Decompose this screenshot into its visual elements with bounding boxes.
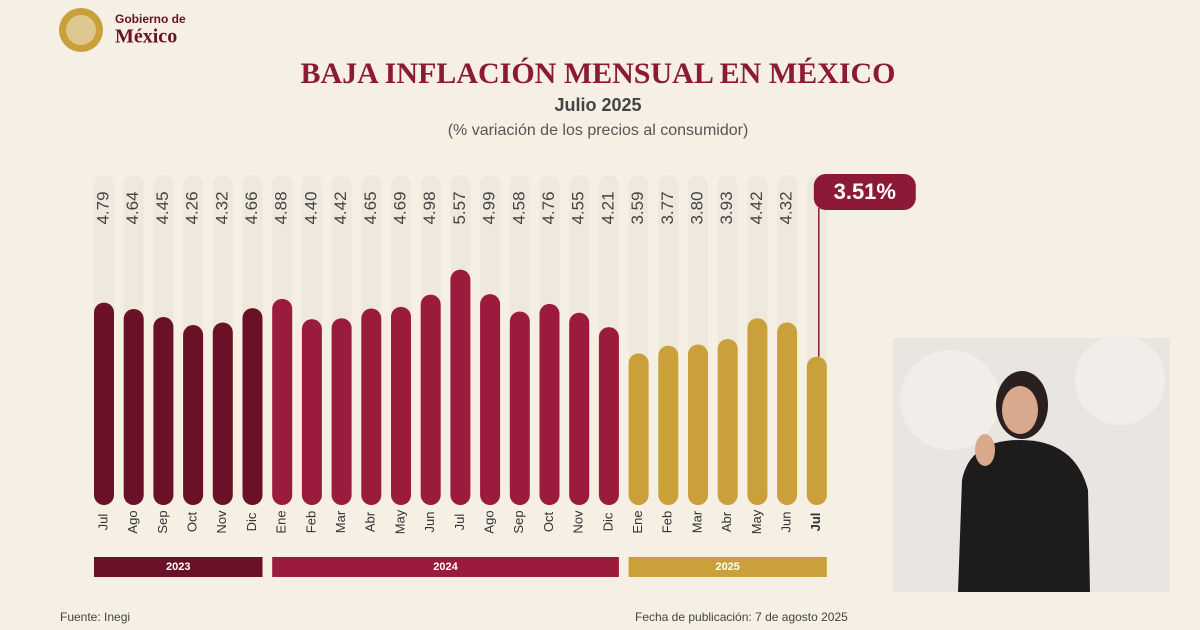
bar	[361, 308, 382, 505]
x-tick-label: May	[749, 509, 764, 534]
bar	[301, 319, 322, 505]
value-label: 4.55	[569, 191, 588, 224]
logo-text: Gobierno de	[115, 12, 186, 26]
bar	[391, 306, 411, 505]
x-tick-label: Abr	[719, 511, 734, 532]
bar	[747, 318, 768, 505]
bar	[509, 311, 530, 505]
x-tick-label: Dic	[244, 512, 259, 531]
x-tick-label: Ene	[630, 510, 645, 533]
x-tick-label: Jul	[808, 513, 823, 532]
value-label: 4.42	[331, 191, 350, 224]
value-label: 4.65	[361, 191, 380, 224]
value-label: 4.99	[480, 191, 499, 224]
x-tick-label: Feb	[303, 511, 318, 533]
bar	[628, 353, 649, 505]
x-tick-label: Ene	[274, 510, 289, 533]
x-tick-label: Abr	[363, 511, 378, 532]
x-tick-label: Ago	[125, 510, 140, 533]
x-tick-label: Jun	[422, 512, 437, 533]
value-label: 4.58	[509, 191, 528, 224]
value-label: 4.64	[123, 191, 142, 224]
bar	[242, 308, 263, 505]
value-label: 4.69	[390, 191, 409, 224]
value-label: 3.77	[658, 191, 677, 224]
x-tick-label: Dic	[600, 512, 615, 531]
value-label: 4.45	[153, 191, 172, 224]
value-label: 4.40	[301, 191, 320, 224]
year-label: 2025	[715, 561, 739, 573]
x-tick-label: Sep	[511, 510, 526, 533]
value-label: 3.51%	[834, 179, 896, 204]
interpreter-face	[1002, 386, 1038, 434]
logo-text: México	[115, 26, 177, 48]
bar	[569, 312, 590, 505]
bar	[688, 344, 708, 505]
bar	[806, 356, 827, 505]
x-tick-label: Jul	[452, 514, 467, 531]
x-tick-label: Nov	[214, 510, 229, 534]
bar	[123, 308, 144, 505]
value-label: 4.98	[420, 191, 439, 224]
bar	[212, 322, 233, 505]
callout-badge	[813, 174, 916, 210]
x-tick-label: Ago	[482, 510, 497, 533]
value-label: 4.79	[93, 191, 112, 224]
bar	[539, 303, 560, 505]
chart-title: BAJA INFLACIÓN MENSUAL EN MÉXICO	[300, 57, 895, 90]
bar	[450, 269, 471, 505]
year-label: 2023	[166, 561, 190, 573]
year-band	[272, 557, 619, 577]
year-band	[628, 557, 827, 577]
value-label: 4.32	[212, 191, 231, 224]
x-tick-label: Mar	[333, 510, 348, 533]
x-tick-label: Oct	[185, 512, 200, 533]
x-tick-label: Jun	[779, 512, 794, 533]
bar	[94, 302, 114, 505]
value-label: 3.59	[628, 191, 647, 224]
bar	[183, 325, 204, 505]
bar	[153, 316, 174, 505]
x-tick-label: May	[392, 509, 407, 534]
value-label: 4.42	[747, 191, 766, 224]
value-label: 3.80	[687, 191, 706, 224]
bar	[658, 345, 679, 505]
interpreter-hand	[975, 434, 995, 466]
source: Fuente: Inegi	[60, 610, 130, 624]
bar	[777, 322, 798, 505]
bar	[420, 294, 441, 505]
bar	[480, 294, 501, 505]
logo-inner	[66, 15, 96, 45]
year-label: 2024	[433, 561, 458, 573]
value-label: 3.93	[717, 191, 736, 224]
bar	[272, 298, 293, 505]
x-tick-label: Feb	[660, 511, 675, 533]
value-label: 4.76	[539, 191, 558, 224]
bar	[717, 338, 738, 505]
chart-subtitle: Julio 2025	[554, 95, 641, 115]
unit-note: (% variación de los precios al consumido…	[448, 122, 749, 139]
bar	[598, 327, 619, 505]
x-tick-label: Oct	[541, 512, 556, 533]
value-label: 4.66	[242, 191, 261, 224]
value-label: 4.26	[183, 191, 202, 224]
year-band	[94, 557, 263, 577]
video-pattern	[1075, 335, 1165, 425]
value-label: 4.88	[272, 191, 291, 224]
published-date: Fecha de publicación: 7 de agosto 2025	[635, 610, 848, 624]
interpreter-body	[958, 440, 1090, 592]
x-tick-label: Mar	[689, 510, 704, 533]
interpreter-video	[893, 335, 1170, 592]
bar	[331, 318, 352, 505]
value-label: 4.21	[598, 191, 617, 224]
x-tick-label: Jul	[95, 514, 110, 531]
value-label: 4.32	[777, 191, 796, 224]
value-label: 5.57	[450, 191, 469, 224]
x-tick-label: Sep	[155, 510, 170, 533]
x-tick-label: Nov	[571, 510, 586, 534]
video-pattern	[900, 350, 1000, 450]
